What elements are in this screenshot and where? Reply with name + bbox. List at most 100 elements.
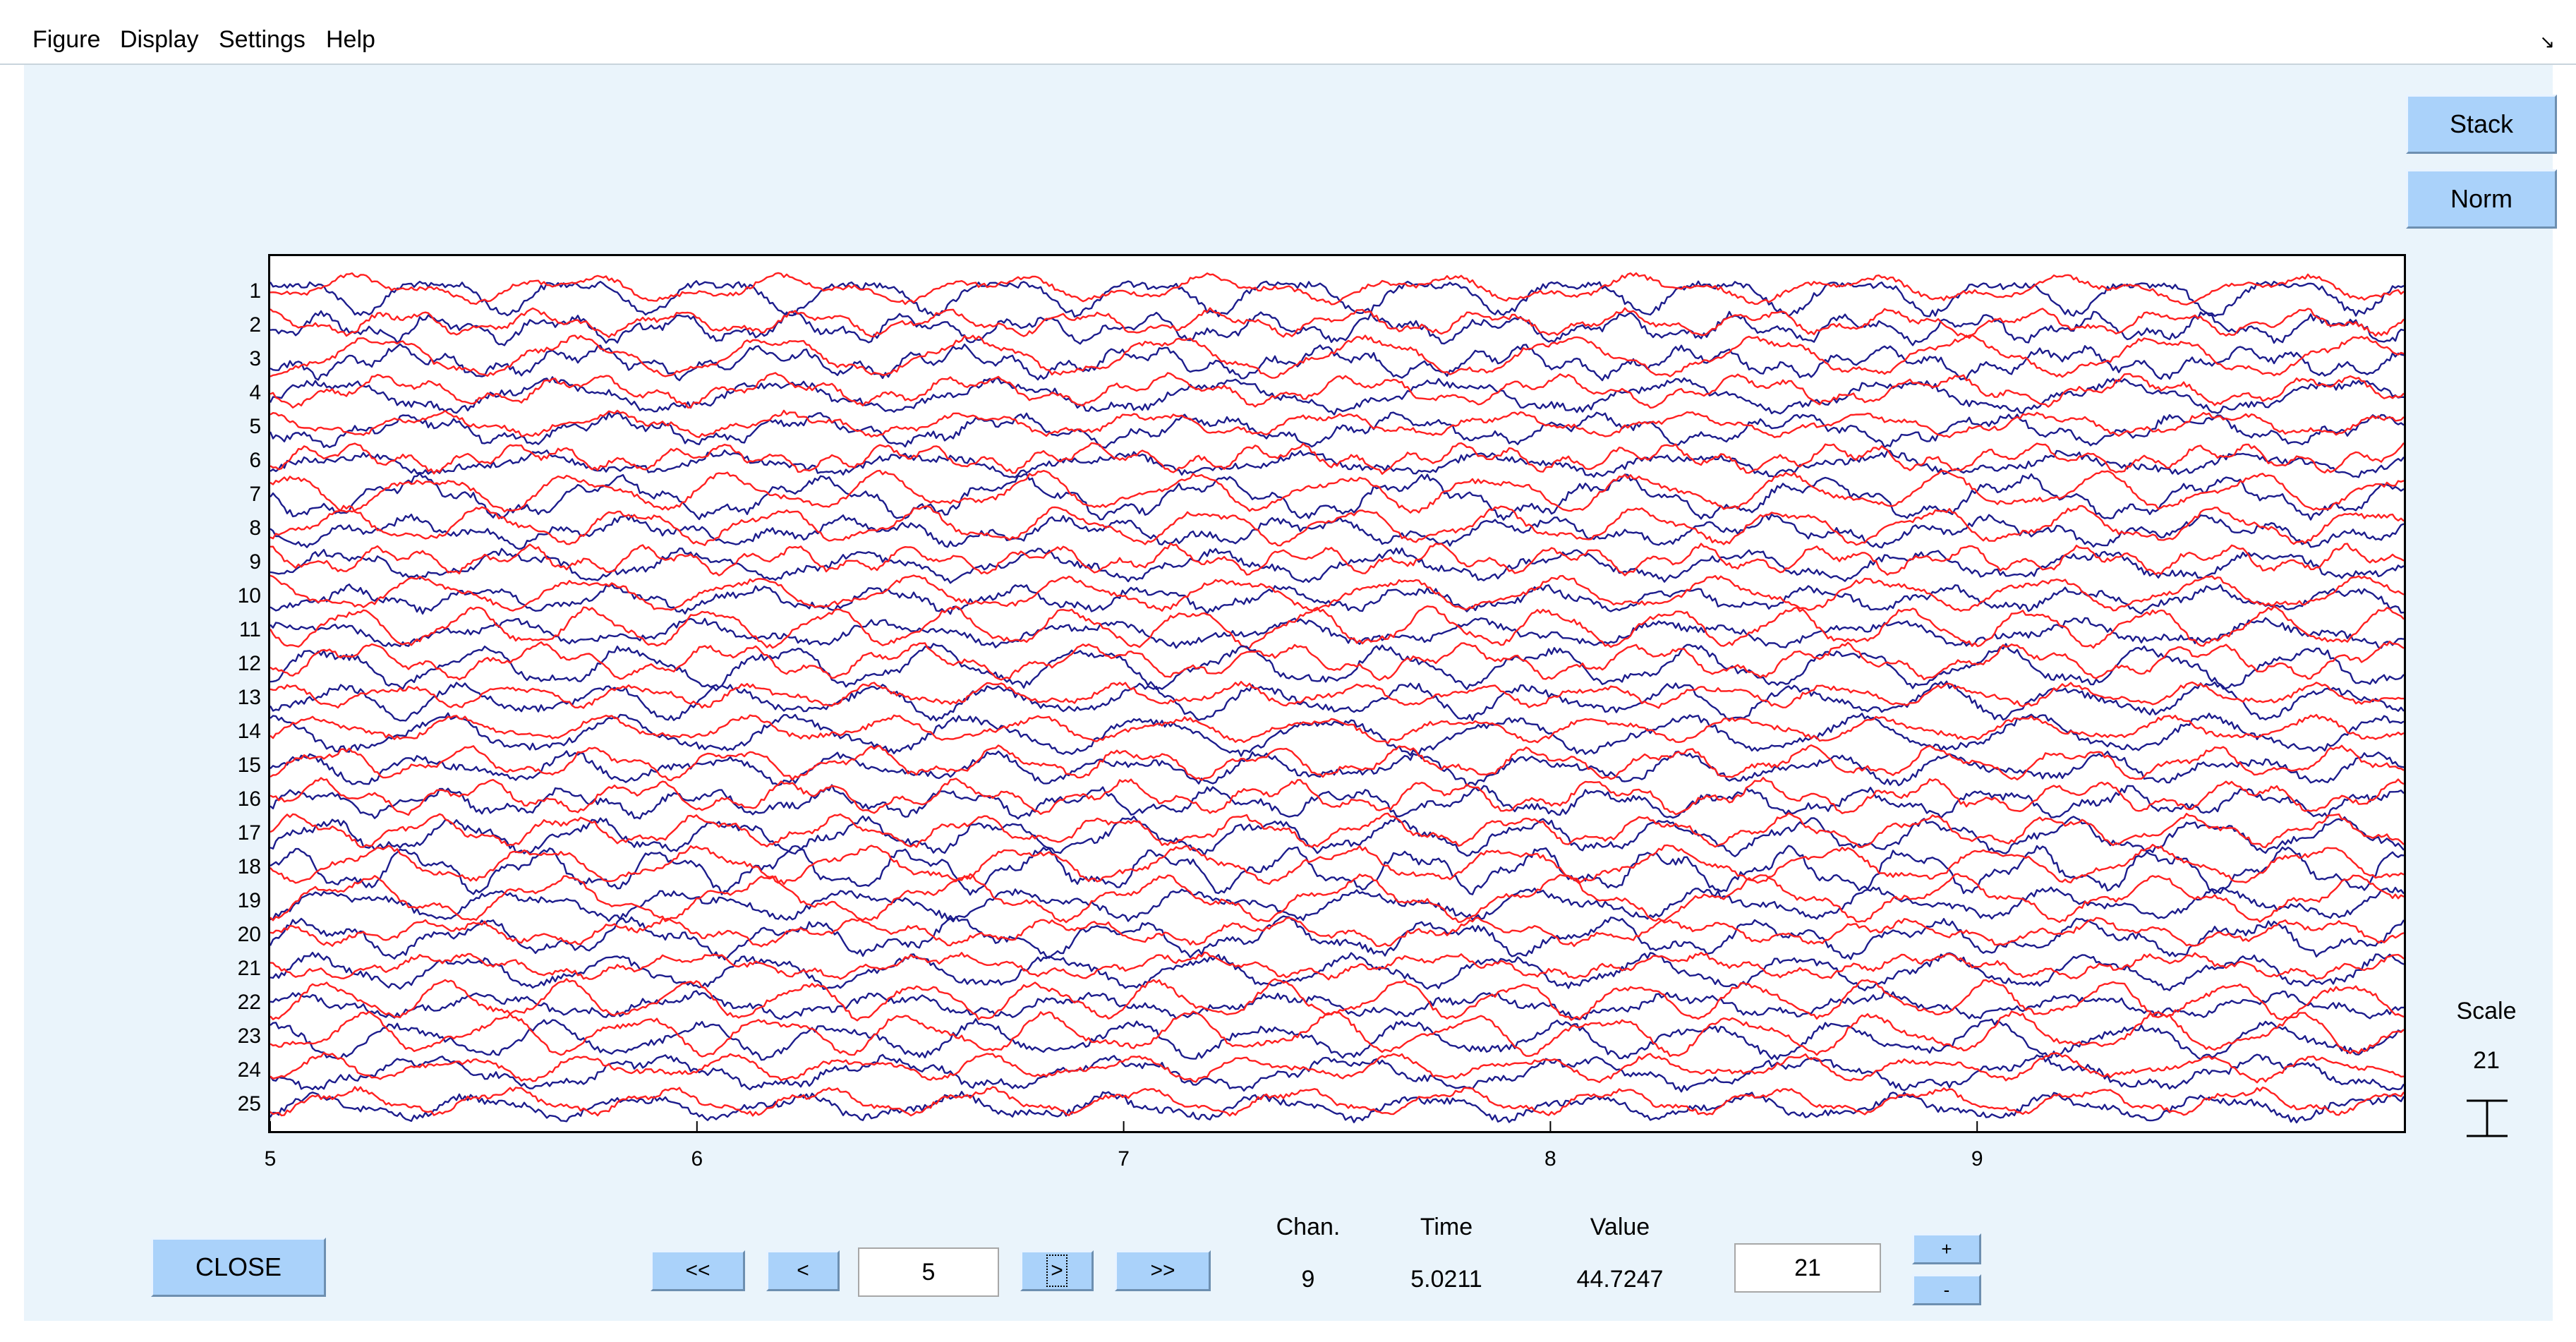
channel-label: 24 — [237, 1058, 261, 1082]
x-tick-label: 5 — [264, 1147, 277, 1171]
close-button[interactable]: CLOSE — [151, 1238, 326, 1297]
chan-label: Chan. — [1276, 1214, 1341, 1240]
trace-ch11-blue — [270, 617, 2404, 649]
value-value: 44.7247 — [1576, 1266, 1664, 1293]
channel-label: 7 — [249, 483, 261, 506]
channel-label: 13 — [237, 686, 261, 709]
menu-display[interactable]: Display — [120, 26, 199, 53]
channel-label: 3 — [249, 347, 261, 370]
trace-ch21-red — [270, 951, 2404, 981]
trace-ch17-red — [270, 812, 2404, 849]
trace-ch20-red — [270, 917, 2404, 948]
menu-figure[interactable]: Figure — [32, 26, 101, 53]
channel-label: 9 — [249, 550, 261, 574]
trace-ch7-blue — [270, 472, 2404, 521]
trace-ch14-blue — [270, 712, 2404, 757]
norm-button[interactable]: Norm — [2406, 169, 2557, 229]
x-tick-label: 9 — [1971, 1147, 1983, 1171]
menu-help[interactable]: Help — [326, 26, 375, 53]
trace-ch5-red — [270, 409, 2404, 438]
trace-ch19-red — [270, 873, 2404, 924]
channel-label: 4 — [249, 381, 261, 404]
trace-ch11-red — [270, 605, 2404, 649]
scale-label: Scale — [2456, 998, 2517, 1024]
channel-label: 16 — [237, 787, 261, 811]
channel-label: 19 — [237, 889, 261, 912]
dock-arrow-icon[interactable]: ↘ — [2539, 31, 2555, 52]
time-value: 5.0211 — [1410, 1266, 1482, 1293]
channel-label: 22 — [237, 991, 261, 1014]
x-tick-label: 6 — [691, 1147, 703, 1171]
scale-input[interactable] — [1734, 1243, 1881, 1293]
trace-ch3-red — [270, 334, 2404, 379]
prev-page-label: < — [797, 1259, 809, 1282]
trace-ch4-red — [270, 372, 2404, 409]
channel-label: 17 — [237, 821, 261, 845]
channel-label: 23 — [237, 1024, 261, 1048]
trace-ch13-blue — [270, 680, 2404, 722]
stack-button-label: Stack — [2449, 109, 2514, 138]
first-page-button[interactable]: << — [651, 1250, 745, 1291]
trace-ch16-blue — [270, 784, 2404, 820]
scale-decrease-button[interactable]: - — [1912, 1274, 1981, 1305]
last-page-label: >> — [1150, 1259, 1175, 1282]
trace-ch15-red — [270, 744, 2404, 782]
scale-increase-button[interactable]: + — [1912, 1233, 1981, 1264]
trace-ch9-blue — [270, 548, 2404, 584]
trace-ch6-red — [270, 442, 2404, 475]
trace-ch10-red — [270, 574, 2404, 612]
channel-label: 15 — [237, 754, 261, 777]
trace-ch25-red — [270, 1086, 2404, 1117]
trace-ch22-blue — [270, 990, 2404, 1021]
menu-bar: Figure Display Settings Help ↘ — [0, 0, 2576, 65]
scale-increase-label: + — [1941, 1238, 1952, 1259]
time-label: Time — [1420, 1214, 1473, 1240]
trace-ch22-red — [270, 978, 2404, 1022]
trace-ch4-blue — [270, 376, 2404, 416]
channel-label: 8 — [249, 516, 261, 540]
window-start-input[interactable] — [858, 1247, 999, 1297]
scale-decrease-label: - — [1943, 1278, 1950, 1300]
channel-label: 5 — [249, 415, 261, 438]
prev-page-button[interactable]: < — [766, 1250, 840, 1291]
trace-ch24-red — [270, 1051, 2404, 1084]
channel-label: 2 — [249, 313, 261, 337]
trace-ch20-blue — [270, 915, 2404, 961]
x-tick-label: 8 — [1544, 1147, 1556, 1171]
close-button-label: CLOSE — [195, 1252, 282, 1281]
trace-ch5-blue — [270, 411, 2404, 449]
trace-ch2-red — [270, 307, 2404, 339]
channel-label: 12 — [237, 652, 261, 675]
scale-bar-icon — [2467, 1099, 2508, 1137]
trace-ch6-blue — [270, 449, 2404, 478]
last-page-button[interactable]: >> — [1115, 1250, 1211, 1291]
trace-ch10-blue — [270, 584, 2404, 615]
trace-ch8-red — [270, 504, 2404, 547]
trace-ch13-red — [270, 681, 2404, 709]
trace-ch21-blue — [270, 951, 2404, 991]
next-page-button[interactable]: > — [1020, 1250, 1094, 1291]
trace-ch7-red — [270, 469, 2404, 514]
menu-settings[interactable]: Settings — [219, 26, 306, 53]
trace-ch2-blue — [270, 310, 2404, 346]
trace-ch1-blue — [270, 280, 2404, 318]
channel-label: 1 — [249, 279, 261, 303]
trace-ch12-red — [270, 641, 2404, 682]
channel-label: 11 — [238, 618, 261, 641]
trace-ch23-blue — [270, 1018, 2404, 1061]
trace-ch8-blue — [270, 513, 2404, 550]
trace-ch18-red — [270, 843, 2404, 885]
trace-ch14-red — [270, 713, 2404, 744]
next-page-label: > — [1046, 1255, 1068, 1287]
channel-label: 10 — [237, 584, 261, 607]
value-label: Value — [1590, 1214, 1650, 1240]
trace-ch1-red — [270, 272, 2404, 306]
channel-label: 6 — [249, 449, 261, 472]
x-tick-label: 7 — [1118, 1147, 1130, 1171]
trace-ch15-blue — [270, 750, 2404, 787]
chan-value: 9 — [1301, 1266, 1315, 1293]
stack-button[interactable]: Stack — [2406, 95, 2557, 154]
eeg-plot[interactable] — [268, 254, 2406, 1133]
trace-ch24-blue — [270, 1053, 2404, 1093]
trace-ch9-red — [270, 543, 2404, 576]
